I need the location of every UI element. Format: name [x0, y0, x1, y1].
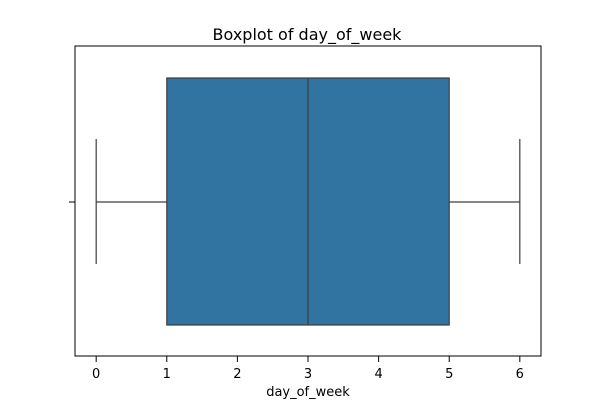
chart-title: Boxplot of day_of_week [213, 25, 403, 45]
x-axis-label: day_of_week [266, 385, 350, 400]
x-tick-label: 1 [163, 367, 171, 382]
x-tick-label: 3 [304, 367, 312, 382]
x-tick-label: 6 [516, 367, 524, 382]
x-tick-label: 4 [374, 367, 382, 382]
x-tick-label: 2 [233, 367, 241, 382]
x-axis-ticks: 0 1 2 3 4 5 6 [92, 356, 524, 382]
x-tick-label: 0 [92, 367, 100, 382]
x-tick-label: 5 [445, 367, 453, 382]
